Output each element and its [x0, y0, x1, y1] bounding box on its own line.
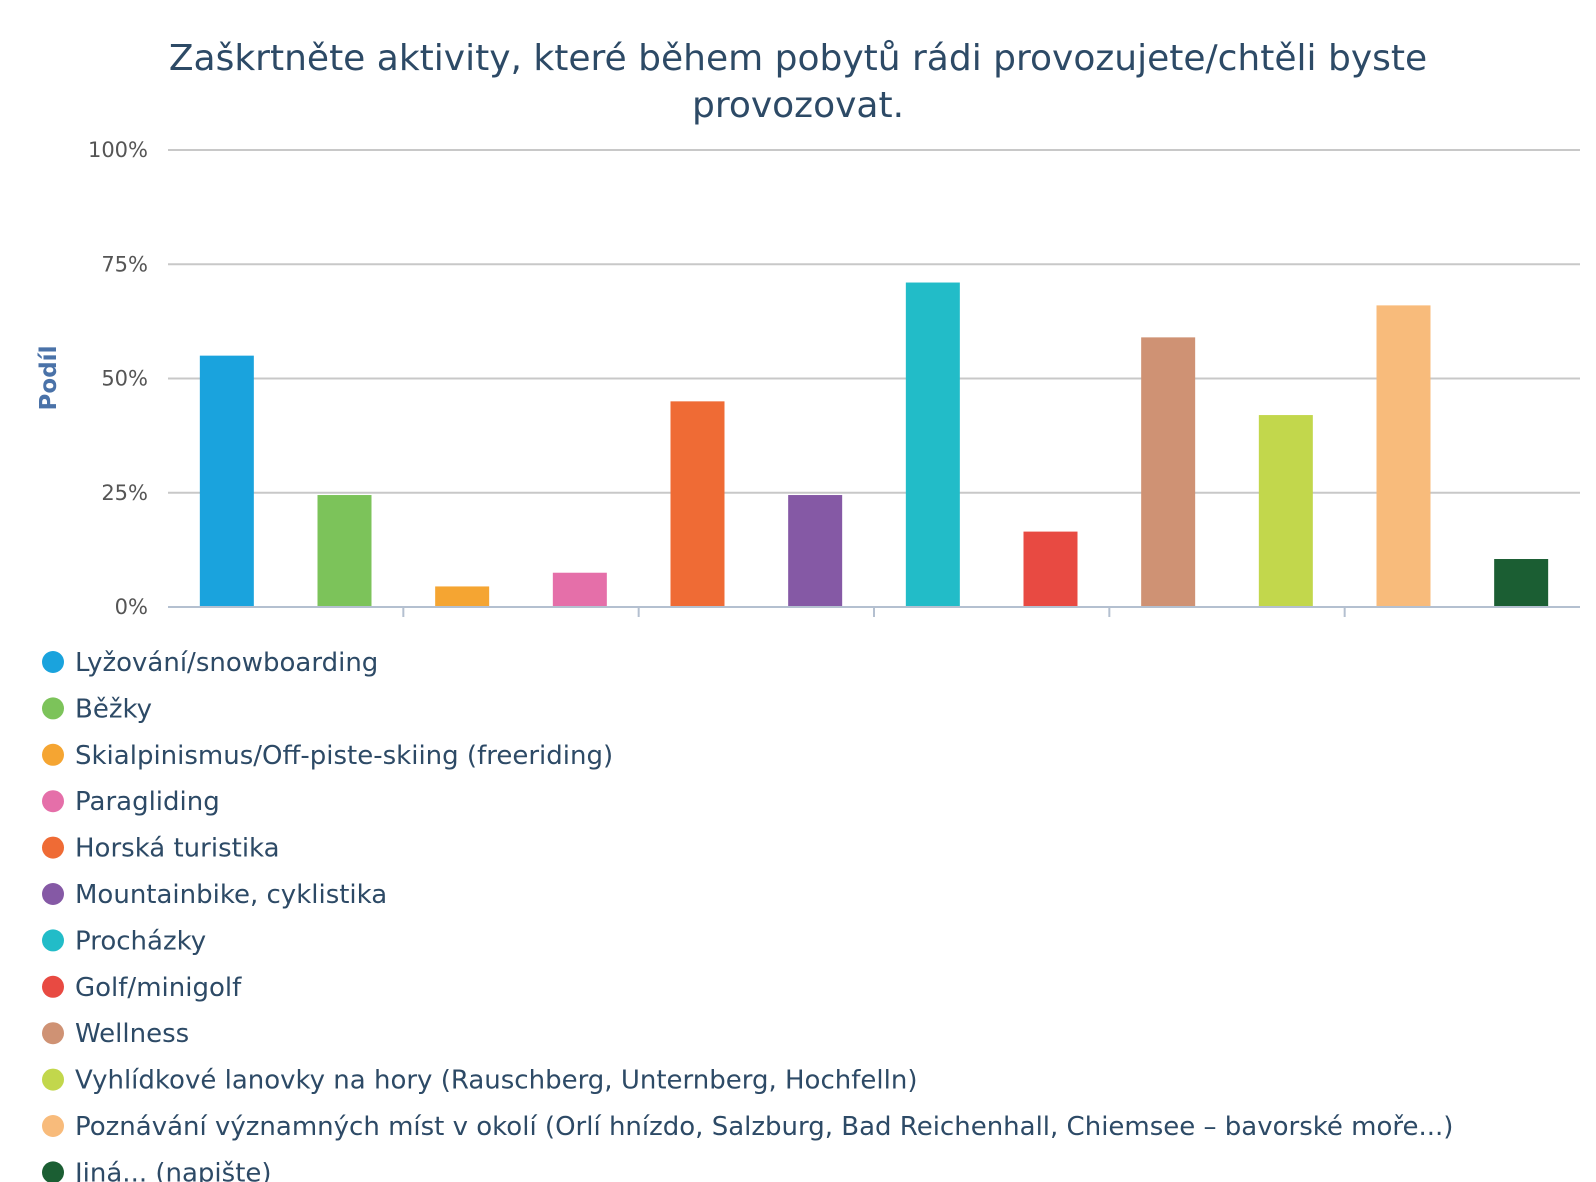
legend-marker: [42, 836, 64, 859]
bar[interactable]: [552, 572, 607, 607]
y-tick-labels: 0% 25% 50% 75% 100%: [88, 138, 148, 619]
bar[interactable]: [435, 586, 490, 607]
bars: [199, 282, 1549, 607]
bar[interactable]: [1376, 305, 1431, 607]
legend-item-label[interactable]: Lyžování/snowboarding: [75, 648, 378, 678]
legend-marker: [42, 1022, 64, 1045]
chart-title: Zaškrtněte aktivity, které během pobytů …: [169, 38, 1427, 126]
chart-title-line-1: Zaškrtněte aktivity, které během pobytů …: [169, 38, 1427, 79]
legend-item-label[interactable]: Vyhlídkové lanovky na hory (Rauschberg, …: [75, 1066, 917, 1096]
y-tick-label: 25%: [101, 481, 148, 505]
bar[interactable]: [1258, 415, 1313, 607]
legend-item-label[interactable]: Paragliding: [75, 787, 220, 817]
chart-title-line-2: provozovat.: [692, 85, 904, 126]
legend-marker: [42, 697, 64, 720]
bar[interactable]: [199, 355, 254, 607]
bar[interactable]: [1141, 337, 1196, 607]
legend-item-label[interactable]: Horská turistika: [75, 834, 280, 864]
bar[interactable]: [317, 495, 372, 607]
legend: Lyžování/snowboarding Běžky Skialpinismus/…: [42, 648, 1453, 1182]
y-tick-label: 100%: [88, 138, 148, 162]
x-axis: [168, 606, 1580, 617]
legend-marker: [42, 929, 64, 952]
legend-marker: [42, 1068, 64, 1091]
legend-item-label[interactable]: Wellness: [75, 1019, 189, 1049]
gridlines: [168, 149, 1580, 494]
bar[interactable]: [1023, 531, 1078, 607]
y-axis-label: Podíl: [36, 346, 62, 411]
bar[interactable]: [788, 495, 843, 607]
legend-item-label[interactable]: Mountainbike, cyklistika: [75, 880, 387, 910]
legend-item-label[interactable]: Skialpinismus/Off-piste-skiing (freeridi…: [75, 741, 613, 771]
legend-marker: [42, 975, 64, 998]
bar[interactable]: [1494, 559, 1549, 607]
y-tick-label: 0%: [115, 595, 148, 619]
legend-marker: [42, 1161, 64, 1182]
legend-item-label[interactable]: Jiná... (napište): [73, 1158, 272, 1182]
legend-marker: [42, 651, 64, 673]
legend-item-label[interactable]: Golf/minigolf: [75, 973, 242, 1003]
legend-marker: [42, 743, 64, 766]
legend-marker: [42, 790, 64, 813]
legend-marker: [42, 883, 64, 905]
bar[interactable]: [670, 401, 725, 607]
legend-item-label[interactable]: Procházky: [75, 926, 206, 956]
bar[interactable]: [905, 282, 960, 607]
y-tick-label: 75%: [101, 252, 148, 276]
y-tick-label: 50%: [101, 367, 148, 391]
legend-item-label[interactable]: Poznávání významných míst v okolí (Orlí …: [75, 1112, 1453, 1142]
legend-marker: [42, 1115, 64, 1137]
legend-item-label[interactable]: Běžky: [75, 694, 152, 724]
